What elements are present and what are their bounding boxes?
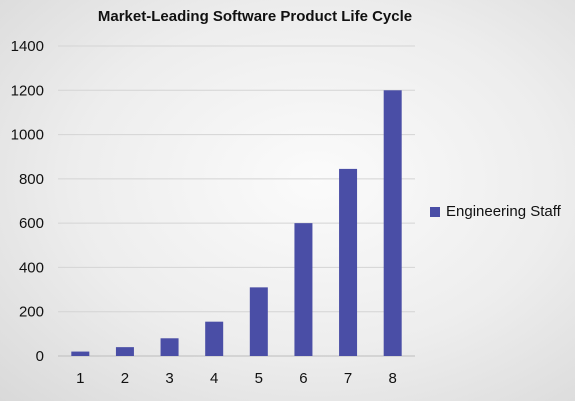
y-tick-label: 600 (19, 215, 44, 232)
legend-label: Engineering Staff (446, 203, 561, 220)
x-tick-label: 1 (76, 370, 84, 387)
y-tick-label: 0 (36, 348, 44, 365)
bar-7 (339, 168, 358, 356)
bar-3 (160, 338, 179, 356)
bar-6 (294, 223, 313, 356)
legend: Engineering Staff (430, 203, 561, 220)
bar-4 (205, 321, 224, 356)
y-tick-label: 200 (19, 304, 44, 321)
x-tick-label: 4 (210, 370, 218, 387)
x-tick-label: 6 (299, 370, 307, 387)
y-tick-label: 400 (19, 259, 44, 276)
y-tick-label: 1000 (11, 127, 44, 144)
bar-5 (249, 287, 268, 356)
x-tick-label: 8 (389, 370, 397, 387)
y-tick-label: 1200 (11, 82, 44, 99)
bar-8 (383, 90, 402, 357)
bar-1 (71, 351, 90, 356)
x-tick-label: 2 (121, 370, 129, 387)
chart-title: Market-Leading Software Product Life Cyc… (97, 8, 413, 25)
legend-swatch (430, 206, 440, 217)
bar-2 (115, 347, 134, 356)
x-tick-label: 5 (255, 370, 263, 387)
y-tick-label: 800 (19, 171, 44, 188)
y-tick-label: 1400 (11, 38, 44, 55)
x-tick-label: 3 (165, 370, 173, 387)
x-tick-label: 7 (344, 370, 352, 387)
